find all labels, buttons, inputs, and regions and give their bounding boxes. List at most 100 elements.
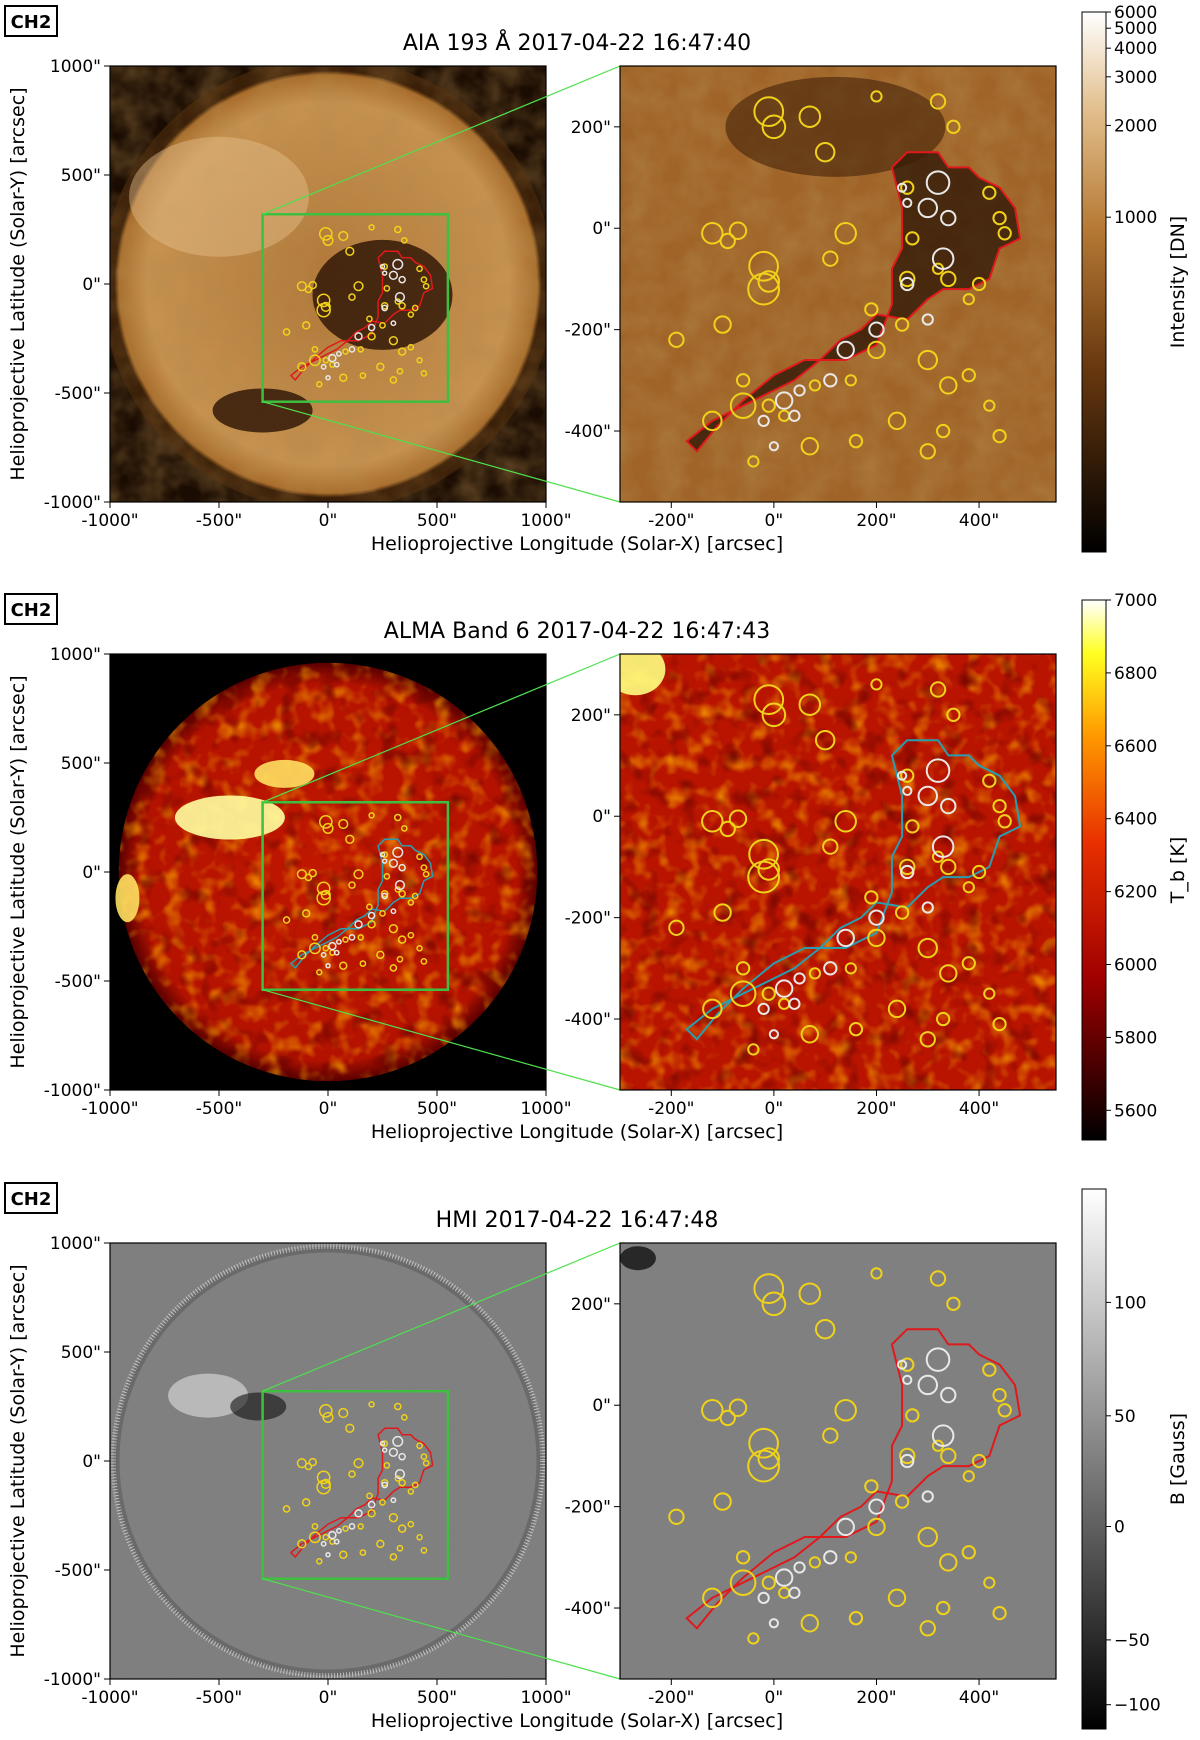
yellow-circle bbox=[367, 1509, 376, 1518]
white-circle bbox=[381, 892, 389, 900]
yellow-circle bbox=[380, 1478, 389, 1487]
yellow-circle bbox=[416, 265, 423, 273]
yellow-circle bbox=[894, 317, 910, 332]
yellow-circle bbox=[420, 370, 428, 377]
yellow-circle bbox=[814, 141, 836, 163]
white-circle bbox=[335, 938, 342, 945]
y-axis-label: Helioprojective Latitude (Solar-Y) [arcs… bbox=[7, 87, 29, 480]
x-tick-label: -500" bbox=[196, 1688, 242, 1708]
x-tick-label: 1000" bbox=[520, 511, 571, 531]
y-tick-label: -200" bbox=[565, 321, 611, 341]
coronal-hole-contour bbox=[685, 739, 1022, 1041]
yellow-circle bbox=[753, 684, 785, 715]
white-circle bbox=[940, 797, 957, 815]
yellow-circle bbox=[900, 1357, 915, 1372]
white-circle bbox=[868, 321, 885, 338]
coronal-hole-contour bbox=[289, 1427, 434, 1559]
yellow-circle bbox=[992, 1387, 1007, 1403]
yellow-circle bbox=[929, 681, 947, 698]
white-circle bbox=[768, 441, 779, 452]
yellow-circle bbox=[962, 881, 975, 894]
white-circle bbox=[836, 340, 855, 360]
yellow-circle bbox=[388, 1513, 399, 1523]
yellow-circle bbox=[961, 368, 976, 383]
x-axis-label: Helioprojective Longitude (Solar-X) [arc… bbox=[371, 1121, 783, 1143]
yellow-circle bbox=[983, 987, 996, 1000]
yellow-circle bbox=[379, 322, 386, 329]
yellow-circle bbox=[748, 250, 779, 282]
yellow-circle bbox=[396, 1544, 404, 1552]
yellow-circle bbox=[668, 331, 685, 348]
yellow-circle bbox=[345, 246, 355, 256]
yellow-circle bbox=[701, 810, 724, 833]
yellow-circle bbox=[416, 945, 423, 952]
zoom-image bbox=[620, 1243, 1056, 1679]
yellow-circle bbox=[997, 1403, 1012, 1418]
white-circle bbox=[335, 350, 342, 357]
white-circle bbox=[931, 1424, 955, 1447]
yellow-circle bbox=[864, 890, 879, 905]
yellow-circle bbox=[388, 336, 399, 346]
zoom-connector-bottom bbox=[262, 989, 621, 1091]
yellow-circle bbox=[316, 881, 331, 896]
yellow-circle bbox=[376, 1539, 385, 1549]
yellow-circle bbox=[379, 910, 386, 917]
white-circle bbox=[793, 972, 806, 985]
x-tick-label: 500" bbox=[417, 1099, 457, 1119]
yellow-circle bbox=[747, 1632, 760, 1645]
yellow-circle bbox=[982, 1362, 997, 1377]
yellow-circle bbox=[983, 399, 996, 412]
yellow-circle bbox=[729, 1569, 757, 1596]
yellow-circle bbox=[359, 372, 367, 379]
y-tick-label: 0" bbox=[82, 1452, 101, 1472]
yellow-circle bbox=[917, 937, 938, 959]
yellow-circle bbox=[834, 1399, 857, 1422]
white-circle bbox=[348, 1523, 356, 1530]
white-circle bbox=[325, 1551, 331, 1558]
y-tick-label: -1000" bbox=[44, 1081, 101, 1101]
yellow-circle bbox=[345, 834, 355, 844]
full-disk-overlays bbox=[282, 1401, 434, 1565]
colorbar-gradient bbox=[1081, 11, 1107, 553]
yellow-circle bbox=[420, 1453, 428, 1461]
colorbar-tick-label: 6800 bbox=[1114, 664, 1157, 684]
coronal-hole-contour bbox=[289, 250, 434, 382]
bright-plage bbox=[174, 795, 285, 840]
yellow-circle bbox=[320, 301, 331, 313]
yellow-circle bbox=[297, 362, 307, 372]
yellow-circle bbox=[368, 224, 375, 231]
y-tick-label: -500" bbox=[55, 1561, 101, 1581]
yellow-circle bbox=[870, 90, 883, 103]
yellow-circle bbox=[316, 381, 323, 388]
yellow-circle bbox=[353, 281, 364, 292]
y-tick-label: 200" bbox=[571, 118, 611, 138]
yellow-circle bbox=[982, 773, 997, 788]
y-tick-label: 1000" bbox=[50, 645, 101, 665]
yellow-circle bbox=[398, 301, 406, 310]
colorbar-tick-label: 6000 bbox=[1114, 956, 1157, 976]
x-axis-label: Helioprojective Longitude (Solar-X) [arc… bbox=[371, 533, 783, 555]
y-tick-label: -1000" bbox=[44, 1670, 101, 1690]
yellow-circle bbox=[808, 379, 822, 392]
white-circle bbox=[367, 1500, 376, 1509]
x-tick-label: 0" bbox=[319, 511, 338, 531]
white-circle bbox=[925, 758, 951, 783]
x-tick-label: 0" bbox=[765, 1099, 784, 1119]
yellow-circle bbox=[814, 729, 836, 751]
yellow-circle bbox=[411, 1481, 419, 1489]
yellow-circle bbox=[887, 999, 907, 1019]
yellow-circle bbox=[342, 1525, 349, 1532]
yellow-circle bbox=[397, 347, 407, 356]
yellow-circle bbox=[383, 284, 391, 292]
yellow-circle bbox=[320, 1478, 331, 1490]
yellow-circle bbox=[800, 437, 819, 456]
yellow-circle bbox=[900, 180, 915, 195]
x-tick-label: -500" bbox=[196, 1099, 242, 1119]
zoom-overlays bbox=[668, 678, 1022, 1056]
yellow-circle bbox=[397, 1524, 407, 1533]
panel-title: AIA 193 Å 2017-04-22 16:47:40 bbox=[403, 29, 751, 56]
colorbar-tick-label: 5800 bbox=[1114, 1028, 1157, 1048]
yellow-circle bbox=[735, 961, 751, 976]
yellow-circle bbox=[814, 1318, 836, 1340]
disk-noise-light bbox=[110, 1243, 546, 1679]
